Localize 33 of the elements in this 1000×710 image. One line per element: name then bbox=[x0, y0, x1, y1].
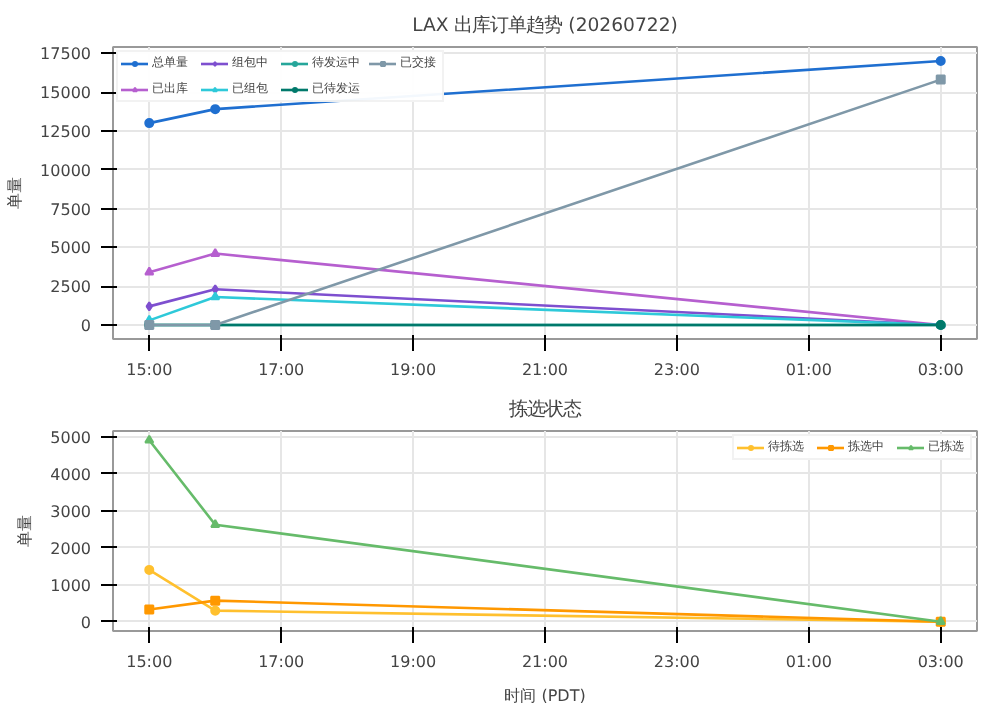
y-tick-label: 1000 bbox=[50, 576, 91, 595]
y-tick-label: 17500 bbox=[40, 45, 92, 64]
y-tick-label: 7500 bbox=[50, 200, 91, 219]
y-tick-label: 5000 bbox=[50, 428, 91, 447]
y-tick-label: 2500 bbox=[50, 278, 91, 297]
y-tick-label: 12500 bbox=[40, 122, 92, 141]
x-tick-label: 03:00 bbox=[917, 653, 964, 671]
y-tick-label: 5000 bbox=[50, 239, 91, 258]
chart-title: 拣选状态 bbox=[507, 399, 581, 421]
y-tick-label: 2000 bbox=[50, 539, 91, 558]
y-tick-label: 0 bbox=[80, 317, 92, 336]
x-tick-label: 01:00 bbox=[785, 653, 832, 671]
x-tick-label: 15:00 bbox=[126, 653, 173, 671]
x-tick-label: 21:00 bbox=[521, 653, 569, 671]
x-tick-label: 23:00 bbox=[653, 361, 700, 379]
x-axis-title: 时间 (PDT) bbox=[504, 687, 586, 705]
x-tick-label: 21:00 bbox=[521, 361, 569, 379]
x-tick-label: 17:00 bbox=[258, 653, 305, 671]
x-tick-label: 23:00 bbox=[653, 653, 700, 671]
y-tick-label: 0 bbox=[80, 613, 92, 632]
y-axis-title: 单量 bbox=[16, 515, 35, 547]
x-tick-label: 01:00 bbox=[785, 361, 832, 379]
y-tick-label: 4000 bbox=[50, 465, 91, 484]
y-tick-label: 10000 bbox=[40, 161, 92, 180]
x-tick-label: 17:00 bbox=[258, 361, 305, 379]
chart-title: LAX 出库订单趋势 (20260722) bbox=[412, 15, 678, 37]
x-tick-label: 19:00 bbox=[390, 361, 437, 379]
x-tick-label: 15:00 bbox=[126, 361, 173, 379]
x-tick-label: 03:00 bbox=[917, 361, 964, 379]
x-tick-label: 19:00 bbox=[390, 653, 437, 671]
y-tick-label: 15000 bbox=[40, 84, 92, 103]
y-axis-title: 单量 bbox=[6, 177, 25, 209]
y-tick-label: 3000 bbox=[50, 502, 91, 521]
